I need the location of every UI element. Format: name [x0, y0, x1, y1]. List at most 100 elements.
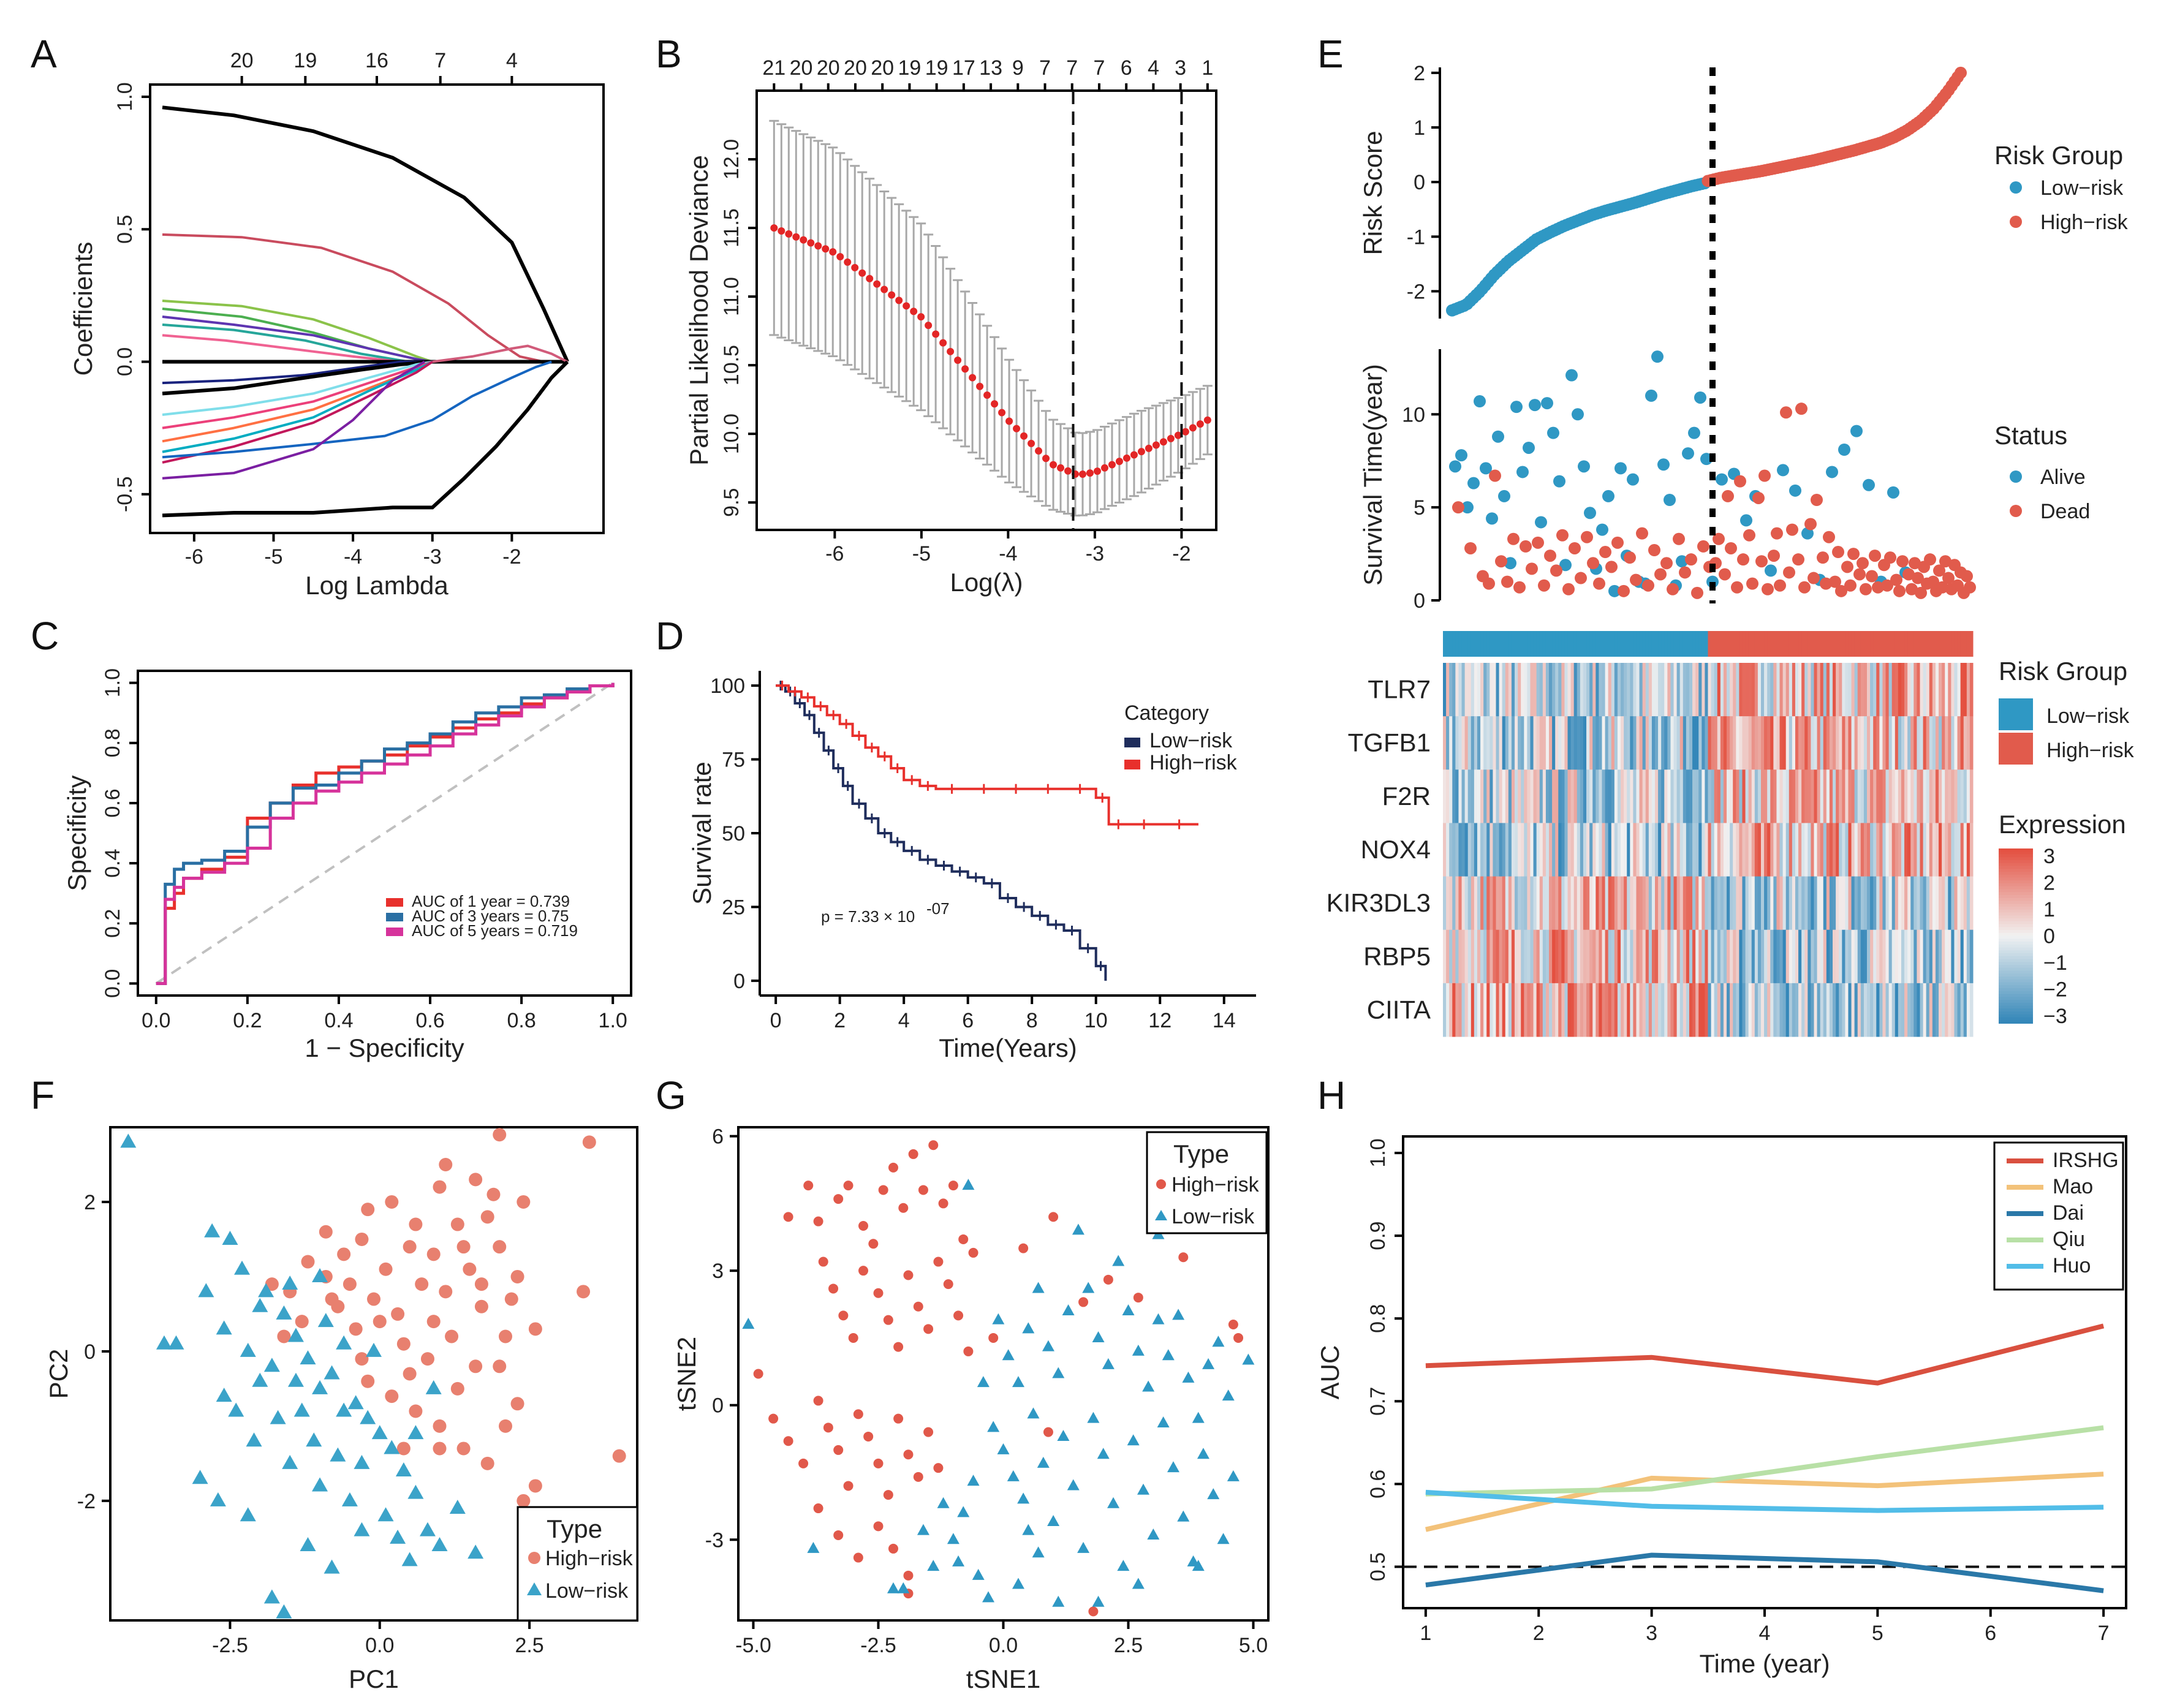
e3-heat-cell: [1458, 929, 1463, 984]
g-high-point: [938, 1198, 948, 1209]
e3-heat-cell: [1885, 929, 1890, 984]
d-km-curve: [776, 684, 1198, 826]
f-low-point: [287, 1328, 304, 1342]
e3-heat-cell: [1808, 663, 1811, 717]
e3-heat-cell: [1708, 823, 1712, 877]
d-xtick-label: 0: [770, 1009, 782, 1032]
e3-heat-cell: [1586, 983, 1590, 1037]
e3-heat-cell: [1907, 663, 1911, 717]
e3-heat-cell: [1518, 716, 1521, 770]
e3-heat-cell: [1754, 663, 1758, 717]
e2-dead-point: [1804, 518, 1817, 531]
e3-heat-cell: [1655, 663, 1659, 717]
e3-heat-cell: [1845, 769, 1849, 823]
e2-dead-point: [1939, 555, 1951, 568]
e2-dead-point: [1737, 553, 1749, 566]
e3-heat-cell: [1583, 716, 1587, 770]
e3-heat-cell: [1446, 663, 1450, 717]
e3-heat-cell: [1464, 983, 1469, 1037]
e3-heat-cell: [1570, 716, 1575, 770]
e3-heat-cell: [1648, 769, 1652, 823]
e3-heat-cell: [1720, 716, 1724, 770]
g-low-point: [1057, 1429, 1070, 1441]
e3-heat-cell: [1624, 876, 1627, 931]
e3-group-cell: [1779, 631, 1784, 657]
e3-heat-cell: [1876, 663, 1880, 717]
e3-heat-cell: [1789, 876, 1793, 931]
g-low-point: [927, 1560, 940, 1571]
e3-heat-cell: [1873, 769, 1877, 823]
g-high-point: [988, 1332, 999, 1343]
e3-group-cell: [1642, 631, 1646, 657]
e2-alive-point: [1467, 477, 1480, 489]
e3-group-cell: [1913, 631, 1917, 657]
d-ylabel: Survival rate: [687, 761, 716, 904]
e3-heat-cell: [1564, 663, 1569, 717]
b-mean-point: [917, 313, 925, 321]
e3-heat-cell: [1885, 983, 1890, 1037]
e3-heat-cell: [1754, 983, 1758, 1037]
e3-heat-cell: [1670, 769, 1675, 823]
e3-heat-cell: [1661, 769, 1665, 823]
e3-expr-gradient: [1999, 892, 2033, 896]
e3-heat-cell: [1467, 876, 1472, 931]
e2-dead-point: [1691, 586, 1703, 599]
a-xlabel: Log Lambda: [305, 571, 449, 600]
e3-heat-cell: [1661, 823, 1665, 877]
e2-dead-point: [1501, 575, 1513, 588]
e3-heat-cell: [1829, 663, 1833, 717]
f-low-point: [371, 1425, 388, 1440]
e3-heat-cell: [1711, 716, 1715, 770]
e2-alive-point: [1504, 557, 1516, 570]
e3-heat-cell: [1770, 983, 1774, 1037]
e3-heat-cell: [1639, 663, 1643, 717]
e3-heat-cell: [1720, 769, 1724, 823]
e3-heat-cell: [1723, 929, 1727, 984]
e3-heat-cell: [1960, 983, 1964, 1037]
e3-heat-cell: [1801, 716, 1805, 770]
g-xtick-label: 0.0: [989, 1634, 1018, 1657]
e2-alive-point: [1572, 408, 1584, 421]
g-xtick-label: -5.0: [735, 1634, 771, 1657]
e3-heat-cell: [1596, 663, 1599, 717]
g-low-point: [1162, 1349, 1175, 1361]
e3-heat-cell: [1624, 769, 1627, 823]
e3-heat-cell: [1477, 929, 1481, 984]
e3-heat-cell: [1776, 929, 1781, 984]
e3-heat-cell: [1455, 716, 1459, 770]
e2-dead-point: [1927, 575, 1939, 588]
e3-expr-gradient: [1999, 866, 2033, 870]
e3-heat-cell: [1533, 983, 1537, 1037]
e3-heat-cell: [1773, 876, 1777, 931]
e2-dead-point: [1743, 529, 1755, 542]
g-legend-label: High−risk: [1172, 1173, 1260, 1196]
e3-heat-cell: [1570, 876, 1575, 931]
e3-heat-cell: [1736, 823, 1739, 877]
e3-heat-cell: [1957, 929, 1961, 984]
panel-G-tsne: -5.0 -2.5 0.0 2.5 5.0-3036TypeHigh−riskLow−r…: [672, 1125, 1270, 1693]
e3-heat-cell: [1505, 929, 1509, 984]
e3-heat-cell: [1633, 876, 1637, 931]
g-xtick-label: 2.5: [1114, 1634, 1143, 1657]
e3-expr-gradient: [1999, 907, 2033, 910]
e3-heat-cell: [1521, 876, 1524, 931]
f-low-point: [240, 1342, 256, 1357]
e3-group-cell: [1932, 631, 1936, 657]
e2-dead-point: [1562, 583, 1575, 595]
e3-heat-cell: [1969, 716, 1974, 770]
e2-alive-point: [1682, 447, 1694, 460]
e3-heat-cell: [1720, 876, 1724, 931]
g-low-point: [1167, 1461, 1179, 1473]
e3-heat-cell: [1779, 876, 1784, 931]
e3-group-cell: [1636, 631, 1640, 657]
e3-heat-cell: [1901, 983, 1905, 1037]
panel-label-A: A: [31, 32, 57, 76]
e3-heat-cell: [1757, 876, 1762, 931]
e2-dead-point: [1599, 546, 1611, 559]
e3-heat-cell: [1708, 716, 1712, 770]
f-high-point: [367, 1292, 380, 1306]
a-toptick-label: 4: [506, 49, 518, 72]
e3-heat-cell: [1452, 983, 1456, 1037]
e3-heat-cell: [1686, 983, 1690, 1037]
g-high-point: [908, 1149, 918, 1159]
